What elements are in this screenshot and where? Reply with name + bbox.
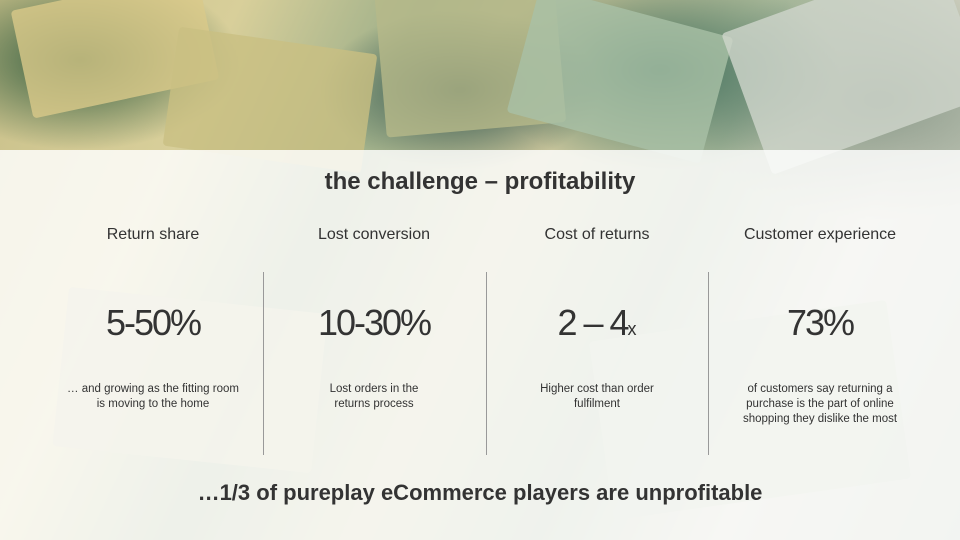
column: Cost of returns 2 – 4x Higher cost than …	[497, 226, 697, 412]
footer: …1/3 of pureplay eCommerce players are u…	[197, 480, 763, 505]
column-heading: Lost conversion	[317, 226, 431, 243]
stat-suffix: x	[627, 319, 637, 339]
column-heading: Customer experience	[743, 226, 897, 243]
column: Return share 5-50% … and growing as the …	[53, 226, 253, 412]
stat: 5-50%	[105, 302, 202, 343]
column-heading: Cost of returns	[544, 226, 650, 243]
column: Customer experience 73% of customers say…	[720, 226, 920, 427]
divider	[486, 272, 487, 455]
overlay	[0, 150, 960, 540]
description: of customers say returning a purchase is…	[742, 383, 898, 425]
divider	[263, 272, 264, 455]
banknote	[721, 0, 960, 175]
stat: 2 – 4x	[497, 302, 697, 382]
title: the challenge – profitability	[324, 168, 636, 195]
description: Higher cost than order fulfilment	[540, 383, 654, 410]
column: Lost conversion 10-30% Lost orders in th…	[274, 226, 474, 412]
stat-value: 2 – 4	[557, 302, 629, 343]
stat: 73%	[786, 302, 855, 343]
column-heading: Return share	[106, 226, 200, 243]
description: … and growing as the fitting room is mov…	[67, 383, 239, 410]
description: Lost orders in the returns process	[329, 383, 419, 410]
divider	[708, 272, 709, 455]
banknote	[506, 0, 734, 164]
stat: 10-30%	[317, 302, 432, 343]
